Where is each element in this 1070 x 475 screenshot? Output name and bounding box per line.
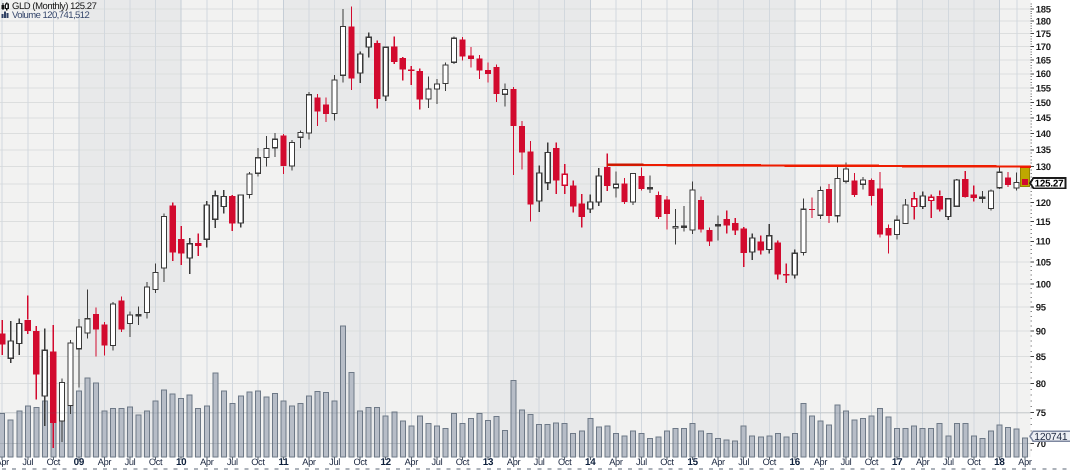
svg-text:85: 85 xyxy=(1036,352,1047,363)
svg-text:160: 160 xyxy=(1036,69,1051,80)
svg-text:Volume 120,741,512: Volume 120,741,512 xyxy=(12,10,90,21)
svg-text:120741: 120741 xyxy=(1034,432,1068,443)
svg-text:75: 75 xyxy=(1036,408,1047,419)
svg-text:135: 135 xyxy=(1036,145,1052,156)
svg-text:95: 95 xyxy=(1036,302,1047,313)
svg-text:170: 170 xyxy=(1036,42,1051,53)
svg-text:185: 185 xyxy=(1036,4,1052,15)
svg-text:120: 120 xyxy=(1036,198,1051,209)
svg-text:180: 180 xyxy=(1036,17,1051,28)
svg-text:130: 130 xyxy=(1036,162,1051,173)
svg-text:140: 140 xyxy=(1036,129,1051,140)
svg-text:Apr: Apr xyxy=(0,457,9,467)
svg-text:145: 145 xyxy=(1036,113,1052,124)
svg-text:115: 115 xyxy=(1036,217,1051,228)
svg-text:155: 155 xyxy=(1036,83,1052,94)
svg-text:110: 110 xyxy=(1036,237,1050,248)
svg-text:125.27: 125.27 xyxy=(1035,179,1065,190)
svg-text:100: 100 xyxy=(1036,279,1051,290)
svg-text:165: 165 xyxy=(1036,55,1052,66)
svg-text:90: 90 xyxy=(1036,326,1046,337)
svg-text:150: 150 xyxy=(1036,98,1051,109)
svg-text:105: 105 xyxy=(1036,258,1052,269)
svg-text:80: 80 xyxy=(1036,379,1046,390)
svg-text:175: 175 xyxy=(1036,29,1052,40)
